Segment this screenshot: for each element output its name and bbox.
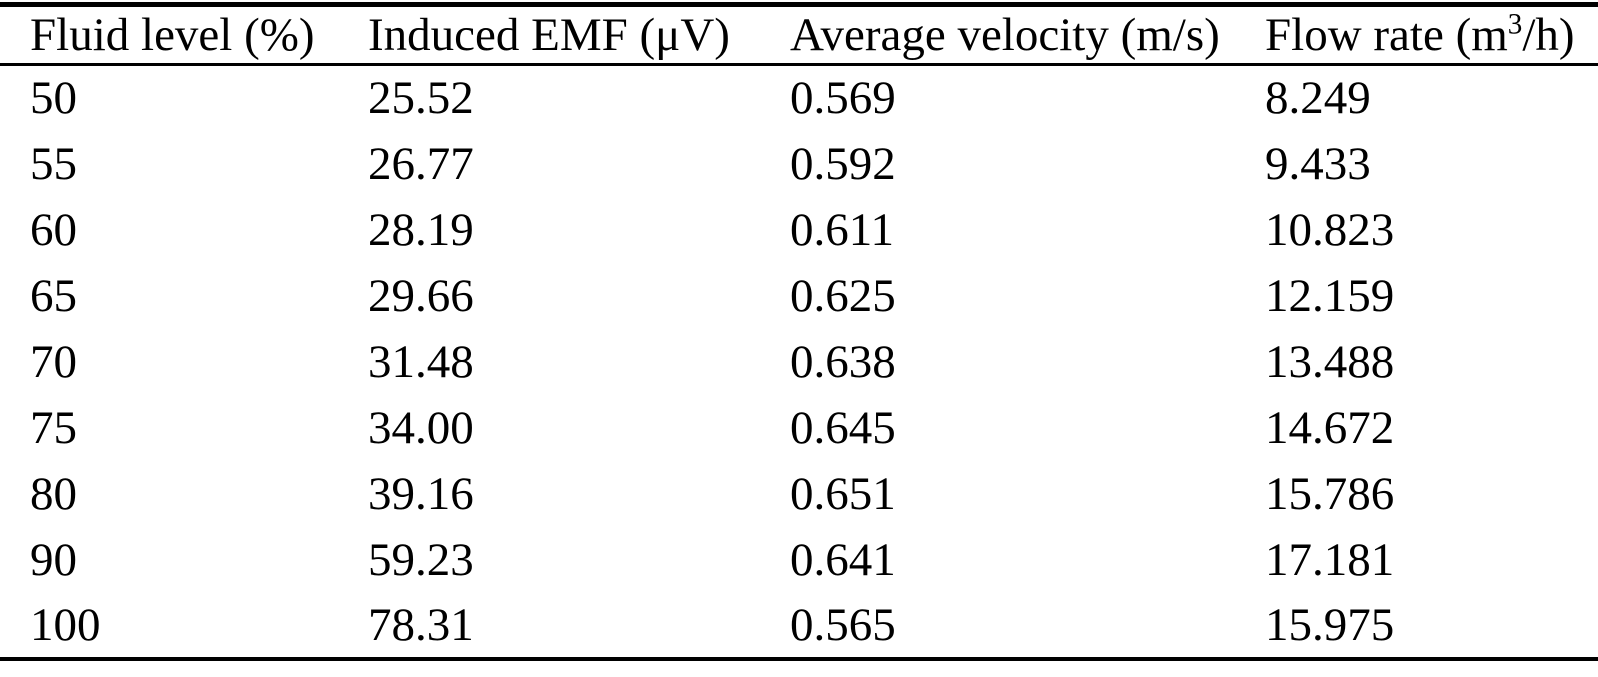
- flow-rate-unit-superscript: 3: [1507, 8, 1523, 41]
- table-row: 55 26.77 0.592 9.433: [0, 131, 1598, 197]
- flow-rate-unit-prefix: Flow rate (m: [1265, 9, 1508, 61]
- table-cell: 0.625: [790, 269, 896, 322]
- table-cell: 75: [30, 401, 77, 454]
- column-header-flow-rate: Flow rate (m3/h): [1265, 4, 1598, 66]
- table-cell: 59.23: [368, 533, 474, 586]
- column-header-average-velocity: Average velocity (m/s): [790, 4, 1265, 66]
- table-cell: 0.565: [790, 598, 896, 651]
- table-cell: 0.641: [790, 533, 896, 586]
- table-cell: 0.569: [790, 72, 896, 125]
- table-cell: 31.48: [368, 335, 474, 388]
- table-cell: 0.611: [790, 203, 895, 256]
- table-cell: 78.31: [368, 598, 474, 651]
- table-row: 100 78.31 0.565 15.975: [0, 593, 1598, 659]
- table-body: 50 25.52 0.569 8.249 55 26.77 0.592 9.43…: [0, 65, 1598, 659]
- table-cell: 8.249: [1265, 72, 1371, 125]
- table-row: 75 34.00 0.645 14.672: [0, 395, 1598, 461]
- column-header-fluid-level: Fluid level (%): [0, 4, 368, 66]
- header-row: Fluid level (%) Induced EMF (μV) Average…: [0, 4, 1598, 66]
- table-cell: 0.651: [790, 467, 896, 520]
- table-cell: 50: [30, 72, 77, 125]
- table-row: 80 39.16 0.651 15.786: [0, 461, 1598, 527]
- table-cell: 34.00: [368, 401, 474, 454]
- table-cell: 0.592: [790, 137, 896, 190]
- table-row: 60 28.19 0.611 10.823: [0, 197, 1598, 263]
- table-cell: 65: [30, 269, 77, 322]
- table-row: 90 59.23 0.641 17.181: [0, 527, 1598, 593]
- table-cell: 13.488: [1265, 335, 1395, 388]
- table-header: Fluid level (%) Induced EMF (μV) Average…: [0, 4, 1598, 66]
- table-cell: 15.786: [1265, 467, 1395, 520]
- column-header-induced-emf: Induced EMF (μV): [368, 4, 790, 66]
- table-row: 50 25.52 0.569 8.249: [0, 65, 1598, 131]
- table-row: 70 31.48 0.638 13.488: [0, 329, 1598, 395]
- table-cell: 17.181: [1265, 533, 1395, 586]
- page: Fluid level (%) Induced EMF (μV) Average…: [0, 2, 1598, 661]
- table-cell: 25.52: [368, 72, 474, 125]
- table-cell: 60: [30, 203, 77, 256]
- flow-rate-unit-suffix: /h): [1522, 9, 1575, 61]
- table-cell: 55: [30, 137, 77, 190]
- table-cell: 15.975: [1265, 598, 1395, 651]
- table-cell: 28.19: [368, 203, 474, 256]
- table-cell: 0.638: [790, 335, 896, 388]
- table-cell: 0.645: [790, 401, 896, 454]
- table-cell: 14.672: [1265, 401, 1395, 454]
- table-cell: 10.823: [1265, 203, 1395, 256]
- table-cell: 70: [30, 335, 77, 388]
- table-cell: 80: [30, 467, 77, 520]
- table-cell: 26.77: [368, 137, 474, 190]
- table-cell: 90: [30, 533, 77, 586]
- table-cell: 9.433: [1265, 137, 1371, 190]
- table-cell: 39.16: [368, 467, 474, 520]
- table-cell: 12.159: [1265, 269, 1395, 322]
- data-table: Fluid level (%) Induced EMF (μV) Average…: [0, 2, 1598, 661]
- table-row: 65 29.66 0.625 12.159: [0, 263, 1598, 329]
- table-cell: 29.66: [368, 269, 474, 322]
- table-cell: 100: [30, 598, 101, 651]
